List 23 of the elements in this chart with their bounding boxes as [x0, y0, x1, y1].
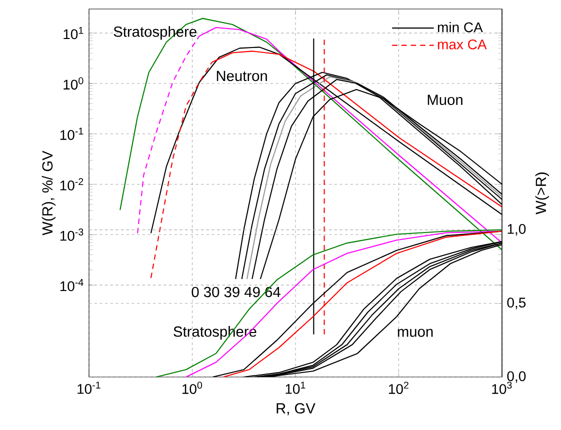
y2-tick-label: 1,0: [508, 224, 526, 236]
y-tick-label: 10$^{-4}$: [60, 278, 84, 292]
y-tick-label: 10$^{-3}$: [60, 228, 84, 241]
y-tick-label: 10$^{-1}$: [60, 128, 84, 140]
annotation: 0 30 39 49 64: [192, 286, 280, 298]
y-axis-title: W(R), %/ GV: [42, 150, 56, 236]
y-tick-label: 10$^{0}$: [64, 77, 84, 90]
annotation: muon: [398, 328, 433, 337]
annotation: Neutron: [216, 70, 267, 82]
x-tick-label: 10$^{1}$: [286, 382, 306, 394]
x-tick-label: 10$^{3}$: [492, 382, 512, 394]
y-tick-label: 10$^{1}$: [64, 26, 84, 40]
y2-tick-label: 0,0: [507, 371, 526, 383]
legend-label: min CA: [438, 22, 483, 32]
x-tick-label: 10$^{0}$: [182, 382, 202, 394]
y-tick-label: 10$^{-2}$: [60, 178, 84, 190]
y2-tick-label: 0,5: [507, 298, 526, 310]
x-axis-title: R, GV: [276, 403, 316, 416]
y2-axis-title: W(>R): [535, 172, 549, 214]
x-tick-label: 10$^{2}$: [388, 382, 408, 394]
x-tick-label: 10$^{-1}$: [78, 382, 100, 394]
annotation: Muon: [428, 94, 462, 106]
legend-label: max CA: [438, 39, 487, 50]
